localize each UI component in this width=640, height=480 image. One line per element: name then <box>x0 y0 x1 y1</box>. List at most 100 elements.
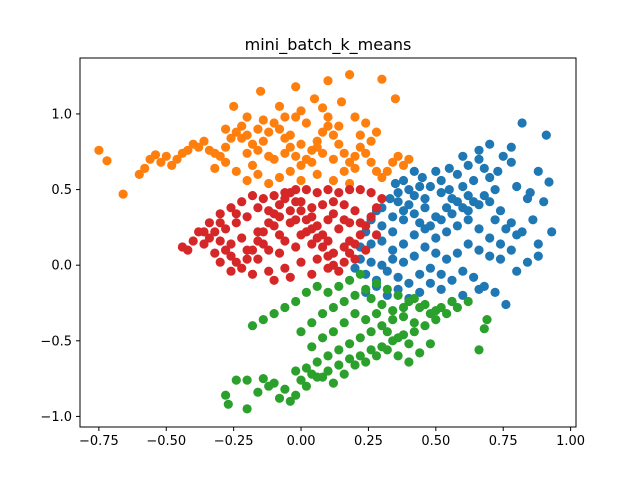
point-s0-86 <box>425 263 435 273</box>
point-s1-103 <box>221 124 231 134</box>
point-s1-93 <box>318 148 328 158</box>
point-s0-107 <box>522 257 533 267</box>
point-s3-87 <box>291 215 301 225</box>
point-s0-113 <box>404 200 414 210</box>
point-s3-78 <box>253 227 263 237</box>
point-s2-71 <box>366 293 376 304</box>
point-s0-65 <box>495 239 506 249</box>
point-s0-111 <box>490 185 500 195</box>
point-s1-40 <box>334 139 344 149</box>
point-s1-45 <box>361 148 371 158</box>
point-s0-3 <box>417 172 427 183</box>
point-s0-112 <box>420 194 430 204</box>
point-s0-8 <box>409 191 419 201</box>
point-s0-64 <box>485 233 495 243</box>
point-s0-41 <box>463 191 473 201</box>
point-s2-8 <box>291 390 301 400</box>
point-s1-85 <box>280 148 290 158</box>
point-s0-97 <box>436 284 446 294</box>
point-s1-49 <box>382 166 392 176</box>
point-s1-0 <box>94 145 104 155</box>
point-s1-92 <box>264 151 274 161</box>
y-tick-label: −0.5 <box>40 334 72 349</box>
point-s0-93 <box>501 299 511 310</box>
point-s0-115 <box>415 218 425 228</box>
point-s0-120 <box>469 197 479 207</box>
point-s1-69 <box>242 112 252 122</box>
point-s1-4 <box>140 163 150 173</box>
point-s3-8 <box>242 254 252 264</box>
point-s0-70 <box>452 248 462 258</box>
point-s2-76 <box>377 321 387 331</box>
point-s0-20 <box>517 118 527 128</box>
point-s0-114 <box>398 206 409 216</box>
point-s1-80 <box>328 175 338 186</box>
point-s3-46 <box>237 197 247 207</box>
point-s3-55 <box>226 266 236 276</box>
point-s1-22 <box>237 121 247 131</box>
point-s3-72 <box>264 206 274 216</box>
point-s3-101 <box>296 230 306 240</box>
point-s2-53 <box>382 284 392 294</box>
point-s2-54 <box>393 290 403 300</box>
point-s1-60 <box>256 86 266 96</box>
point-s3-3 <box>215 236 225 246</box>
point-s2-47 <box>318 309 328 319</box>
point-s2-25 <box>474 345 484 355</box>
point-s2-14 <box>355 351 365 361</box>
y-axis: −1.0 −0.5 0.0 0.5 1.0 <box>40 107 80 425</box>
point-s1-28 <box>269 118 279 128</box>
point-s0-10 <box>436 175 446 186</box>
point-s0-89 <box>458 266 468 276</box>
point-s3-65 <box>339 200 349 210</box>
point-s2-9 <box>301 381 311 391</box>
point-s3-77 <box>237 233 247 243</box>
point-s2-66 <box>312 281 322 291</box>
point-s0-24 <box>474 145 484 155</box>
point-s2-83 <box>301 363 311 373</box>
point-s2-63 <box>258 315 268 325</box>
x-tick-label: 1.00 <box>556 434 585 449</box>
point-s1-66 <box>361 118 371 128</box>
point-s1-7 <box>156 157 166 167</box>
point-s3-60 <box>312 254 322 264</box>
point-s3-96 <box>323 236 333 246</box>
point-s3-42 <box>280 188 290 198</box>
point-s3-82 <box>318 230 328 240</box>
point-s2-69 <box>345 275 355 285</box>
point-s3-102 <box>312 221 322 231</box>
point-s2-82 <box>312 357 322 367</box>
point-s1-21 <box>231 127 241 137</box>
point-s2-0 <box>221 390 231 400</box>
point-s3-73 <box>253 203 263 213</box>
point-s2-26 <box>479 324 489 334</box>
point-s1-62 <box>296 106 306 116</box>
point-s3-104 <box>339 215 349 225</box>
point-s3-83 <box>334 224 344 234</box>
point-s3-51 <box>188 236 198 246</box>
point-s3-41 <box>291 185 301 195</box>
x-tick-label: 0.25 <box>354 434 383 449</box>
point-s3-57 <box>264 266 274 276</box>
point-s0-76 <box>388 254 398 264</box>
point-s1-63 <box>318 103 328 113</box>
point-s1-32 <box>291 151 301 161</box>
point-s3-49 <box>204 218 214 228</box>
point-s1-55 <box>309 94 320 104</box>
point-s2-21 <box>431 315 441 325</box>
point-s1-9 <box>167 160 177 170</box>
point-s0-23 <box>485 139 495 149</box>
point-s3-26 <box>339 257 349 267</box>
points-layer <box>94 70 557 414</box>
point-s2-36 <box>339 369 349 379</box>
point-s2-85 <box>388 315 398 325</box>
point-s0-118 <box>447 209 457 219</box>
point-s2-27 <box>482 315 492 325</box>
point-s0-105 <box>350 263 360 273</box>
point-s2-61 <box>280 302 290 313</box>
point-s3-112 <box>350 254 360 264</box>
point-s0-121 <box>479 191 489 201</box>
point-s0-28 <box>533 166 543 176</box>
point-s3-107 <box>199 227 209 237</box>
point-s3-6 <box>231 257 241 267</box>
